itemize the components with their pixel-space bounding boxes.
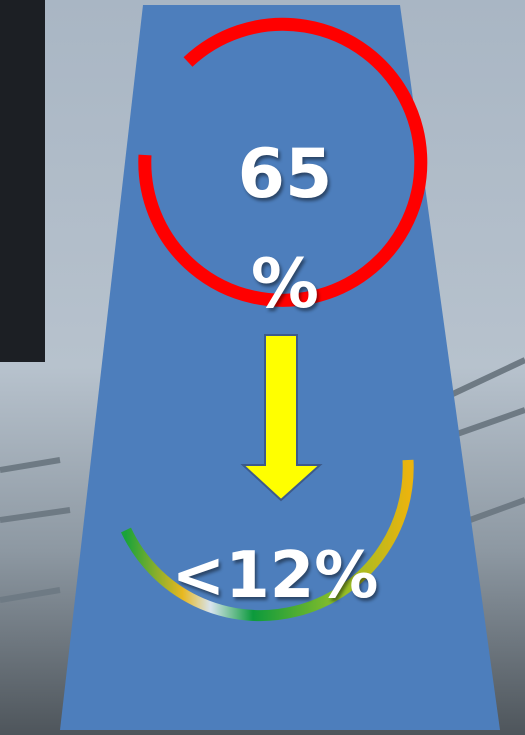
dark-panel [0,0,45,362]
top-figure: 65 % [215,120,355,340]
page: 65 % <12% (() => { const data = JSON.par… [0,0,525,735]
bottom-figure: <12% [160,525,390,627]
